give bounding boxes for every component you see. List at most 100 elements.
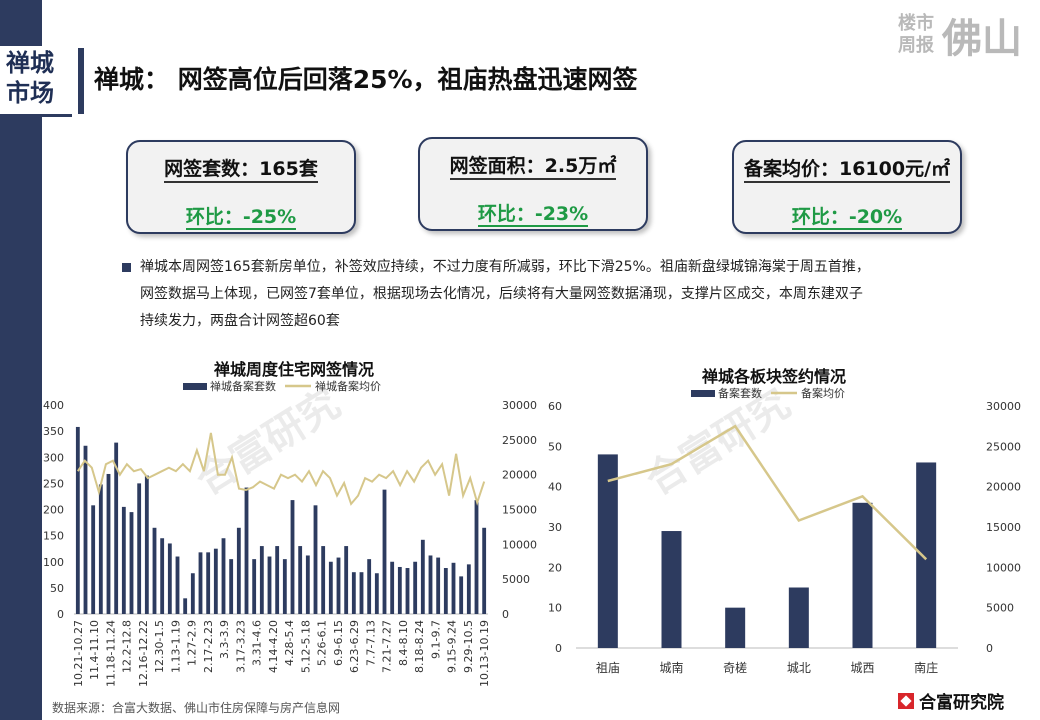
kpi-change: 环比：-23%: [477, 203, 589, 227]
chart2-bar: [661, 531, 682, 648]
section-tag-line2: 市场: [6, 79, 54, 107]
title-accent-bar: [78, 48, 84, 114]
chart1-y-tick-label: 350: [43, 425, 64, 438]
chart1-x-tick-label: 8.18-8.24: [413, 620, 426, 673]
chart1-bar: [98, 484, 103, 614]
chart1-bar: [374, 573, 379, 614]
chart2-y2-tick-label: 15000: [986, 521, 1021, 534]
chart2-y2-tick-label: 10000: [986, 561, 1021, 574]
chart1-bar: [413, 561, 418, 614]
chart1-y-tick-label: 400: [43, 399, 64, 412]
chart2-bar: [916, 462, 937, 648]
logo-mark-icon: [898, 692, 914, 709]
brand-small-line1: 楼市: [898, 13, 934, 34]
chart2-y-tick-label: 30: [548, 521, 562, 534]
chart1-x-tick-label: 7.21-7.27: [381, 620, 394, 673]
chart1-x-tick-label: 6.9-6.15: [332, 620, 345, 666]
chart1-x-tick-label: 8.4-8.10: [397, 620, 410, 666]
chart1-x-tick-label: 9.1-9.7: [429, 620, 442, 659]
chart1-bar: [282, 559, 287, 614]
chart2-legend-label-line: 备案均价: [801, 386, 845, 400]
kpi-card-units: 网签套数：165套 环比：-25%: [126, 140, 356, 234]
chart1-bar: [344, 546, 349, 614]
chart1-y2-tick-label: 25000: [502, 434, 537, 447]
chart1-x-tick-label: 4.28-5.4: [283, 620, 296, 666]
chart1-bar: [106, 473, 111, 614]
chart1-y2-tick-label: 15000: [502, 504, 537, 517]
chart1-bar: [229, 559, 234, 614]
chart1-x-tick-label: 10.13-10.19: [478, 620, 491, 687]
kpi-card-price: 备案均价：16100元/㎡ 环比：-20%: [732, 140, 962, 234]
chart2-y2-tick-label: 5000: [986, 602, 1014, 615]
summary-line3: 持续发力，两盘合计网签超60套: [140, 313, 340, 329]
chart1-bar: [275, 546, 280, 614]
chart1-y-tick-label: 0: [57, 608, 64, 621]
chart1-bar: [367, 559, 372, 614]
chart1-bar: [336, 557, 341, 614]
kpi-change: 环比：-20%: [791, 206, 903, 230]
chart1-bar: [428, 555, 433, 614]
chart1-y-tick-label: 200: [43, 504, 64, 517]
chart1-x-tick-label: 12.30-1.5: [153, 620, 166, 673]
chart1-x-tick-label: 3.31-4.6: [251, 620, 264, 666]
chart1-bar: [75, 426, 80, 614]
chart1-y-tick-label: 300: [43, 451, 64, 464]
kpi-change: 环比：-25%: [185, 206, 297, 230]
chart1-y-tick-label: 150: [43, 530, 64, 543]
chart1-x-tick-label: 1.13-1.19: [169, 620, 182, 673]
chart2-y-tick-label: 40: [548, 481, 562, 494]
chart1-x-tick-label: 3.17-3.23: [234, 620, 247, 673]
bullet-square-icon: [122, 263, 131, 272]
chart1-bar: [313, 505, 318, 614]
kpi-label: 备案均价：16100元/㎡: [743, 158, 951, 183]
chart1-bar: [190, 573, 195, 614]
chart1-x-tick-label: 5.26-6.1: [316, 620, 329, 666]
chart2-y2-tick-label: 25000: [986, 440, 1021, 453]
chart1-x-tick-label: 9.15-9.24: [446, 620, 459, 673]
chart1-legend-label-bars: 禅城备案套数: [210, 379, 276, 393]
chart1-x-tick-label: 3.3-3.9: [218, 620, 231, 659]
chart2-y-tick-label: 60: [548, 400, 562, 413]
chart1-bar: [466, 564, 471, 614]
chart1-x-tick-label: 4.14-4.20: [267, 620, 280, 673]
chart2-bar: [788, 587, 809, 648]
chart1-y2-tick-label: 5000: [502, 573, 530, 586]
chart1-bar: [129, 512, 134, 614]
chart1-bar: [459, 576, 464, 614]
chart2-bar: [725, 607, 746, 648]
chart1-bar: [198, 552, 203, 614]
chart1-bar: [152, 527, 157, 614]
chart1-x-tick-label: 11.18-11.24: [104, 620, 117, 687]
chart2-price-line: [607, 424, 928, 561]
chart1-bar: [474, 500, 479, 614]
chart1-y2-tick-label: 10000: [502, 538, 537, 551]
section-tag: 禅城 市场: [0, 46, 72, 117]
chart1-x-tick-label: 6.23-6.29: [348, 620, 361, 673]
chart1-bar: [121, 506, 126, 614]
chart1-title: 禅城周度住宅网签情况: [214, 360, 375, 379]
chart1-x-tick-label: 2.17-2.23: [202, 620, 215, 673]
chart1-bar: [175, 556, 180, 614]
kpi-label: 网签套数：165套: [164, 158, 318, 183]
chart2-title: 禅城各板块签约情况: [702, 367, 847, 386]
chart2-legend-label-bars: 备案套数: [718, 386, 762, 400]
chart1-bar: [137, 483, 142, 614]
chart1-bar: [267, 556, 272, 614]
chart1-bar: [328, 561, 333, 614]
chart2-y-tick-label: 20: [548, 561, 562, 574]
chart1-y2-tick-label: 0: [502, 608, 509, 621]
page-title: 禅城： 网签高位后回落25%，祖庙热盘迅速网签: [94, 65, 638, 94]
chart1-legend-swatch-bars: [183, 383, 207, 390]
chart1-x-tick-label: 1.27-2.9: [186, 620, 199, 666]
footer-logo-text: 合富研究院: [919, 693, 1004, 713]
brand-logo: 楼市 周报 佛山: [898, 6, 1022, 64]
chart2-x-tick-label: 祖庙: [596, 660, 620, 675]
chart2-y-tick-label: 50: [548, 440, 562, 453]
chart1-y2-tick-label: 20000: [502, 469, 537, 482]
summary-line1: 禅城本周网签165套新房单位，补签效应持续，不过力度有所减弱，环比下滑25%。祖…: [140, 259, 870, 275]
data-source: 数据来源：合富大数据、佛山市住房保障与房产信息网: [52, 701, 341, 715]
chart2-bar: [852, 502, 873, 648]
chart1-bar: [397, 566, 402, 614]
chart1-x-tick-label: 11.4-11.10: [88, 620, 101, 680]
